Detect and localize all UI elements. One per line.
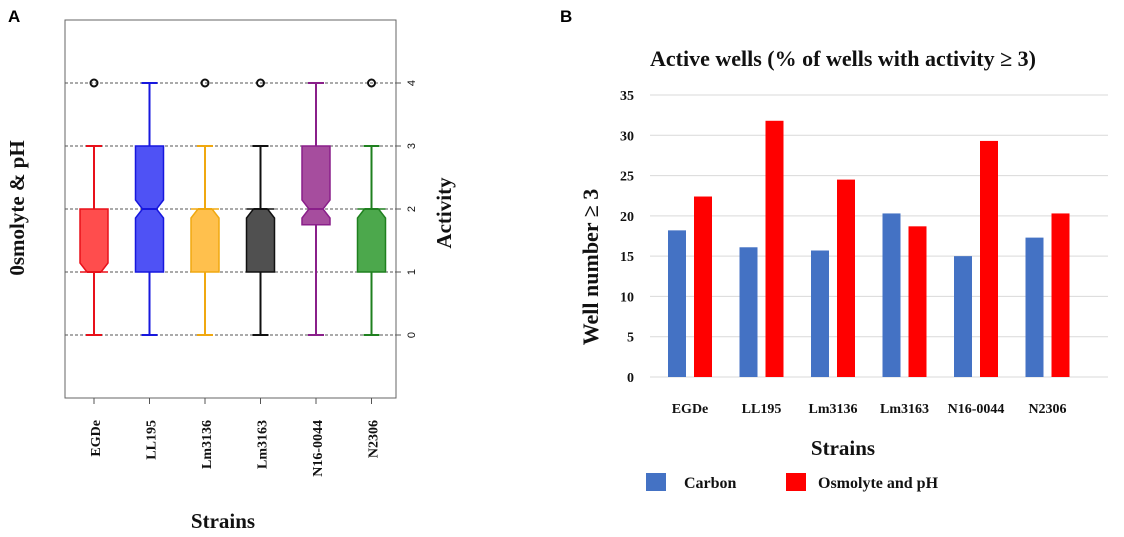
legend-swatch-osmolyte: [786, 473, 806, 491]
bar-chart: Active wells (% of wells with activity ≥…: [578, 46, 1108, 492]
boxplot-y-tick-label: 4: [406, 80, 418, 86]
boxplot-xlabel: Strains: [191, 509, 255, 533]
boxplot-boxes: [79, 78, 387, 336]
bar-carbon-n16-0044: [954, 256, 972, 377]
bar-osmolyte-and-ph-n2306: [1051, 213, 1070, 377]
bar-chart-title: Active wells (% of wells with activity ≥…: [650, 46, 1036, 71]
bar-y-tick-label: 35: [620, 89, 634, 104]
bar-x-tick-label-n2306: N2306: [1028, 402, 1066, 417]
boxplot-y-tick-label: 1: [406, 269, 418, 275]
boxplot-chart: 0 1 2 3 4 EGDe LL195 Lm3136 Lm3163 N16-0044 N2306…: [5, 19, 456, 533]
bar-carbon-n2306: [1025, 237, 1044, 377]
bar-y-tick-label: 5: [627, 331, 634, 346]
box-lm3163: [245, 78, 276, 336]
bar-y-tick-label: 0: [627, 371, 634, 386]
boxplot-y-ticks: 0 1 2 3 4: [396, 80, 418, 338]
panel-b-label: B: [560, 7, 572, 26]
panel-a-label: A: [8, 7, 20, 26]
bar-x-tick-label-n16-0044: N16-0044: [948, 402, 1005, 417]
bar-y-tick-label: 30: [620, 129, 634, 144]
boxplot-x-tick-label-egde: EGDe: [89, 420, 104, 457]
bar-x-tick-label-ll195: LL195: [742, 402, 782, 417]
bar-osmolyte-and-ph-lm3136: [837, 179, 855, 377]
boxplot-x-tick-label-ll195: LL195: [145, 420, 160, 460]
boxplot-x-tick-label-n16-0044: N16-0044: [311, 420, 326, 477]
bar-osmolyte-and-ph-egde: [694, 196, 712, 377]
box-lm3136: [190, 78, 220, 336]
boxplot-x-tick-label-n2306: N2306: [367, 420, 382, 458]
legend-label-carbon: Carbon: [684, 475, 737, 492]
box-n16-0044: [301, 82, 331, 336]
bar-xlabel: Strains: [811, 436, 875, 460]
bar-y-tick-label: 15: [620, 250, 634, 265]
box-egde: [79, 78, 109, 336]
bar-y-ticks: 0 5 10 15 20 25 30 35: [620, 89, 634, 386]
box-ll195: [134, 82, 165, 336]
bar-ylabel: Well number ≥ 3: [578, 189, 603, 346]
box-body: [301, 145, 331, 226]
bar-carbon-ll195: [739, 247, 758, 377]
boxplot-y-tick-label: 3: [406, 143, 418, 149]
boxplot-gridlines: [65, 82, 396, 336]
box-outlier: [89, 78, 99, 88]
bar-osmolyte-and-ph-lm3163: [908, 226, 927, 377]
box-outlier: [367, 78, 376, 88]
legend-label-osmolyte: Osmolyte and pH: [818, 475, 939, 492]
bar-legend: Carbon Osmolyte and pH: [646, 473, 939, 492]
bar-x-tick-label-lm3136: Lm3136: [809, 402, 858, 417]
bar-osmolyte-and-ph-ll195: [765, 120, 784, 377]
bar-y-tick-label: 20: [620, 210, 634, 225]
boxplot-y-tick-label: 0: [406, 332, 418, 338]
box-body: [245, 208, 276, 273]
legend-swatch-carbon: [646, 473, 666, 491]
bar-bars: [668, 120, 1070, 377]
bar-carbon-lm3163: [882, 213, 901, 377]
box-body: [79, 208, 109, 273]
box-outlier: [200, 78, 210, 88]
bar-carbon-lm3136: [811, 250, 829, 377]
bar-x-tick-label-lm3163: Lm3163: [880, 402, 929, 417]
box-n2306: [356, 78, 387, 336]
bar-osmolyte-and-ph-n16-0044: [980, 140, 998, 377]
boxplot-y-tick-label: 2: [406, 206, 418, 212]
boxplot-x-tick-label-lm3163: Lm3163: [256, 420, 271, 469]
bar-x-ticks: EGDe LL195 Lm3136 Lm3163 N16-0044 N2306: [672, 402, 1067, 417]
boxplot-x-tick-label-lm3136: Lm3136: [200, 420, 215, 469]
box-body: [190, 208, 220, 273]
bar-carbon-egde: [668, 230, 686, 377]
bar-x-tick-label-egde: EGDe: [672, 402, 709, 417]
box-body: [356, 208, 387, 273]
box-outlier: [256, 78, 265, 88]
boxplot-right-ylabel: Activity: [432, 177, 456, 249]
boxplot-left-ylabel: 0smolyte & pH: [5, 140, 29, 275]
bar-y-tick-label: 25: [620, 170, 634, 185]
boxplot-x-ticks: EGDe LL195 Lm3136 Lm3163 N16-0044 N2306: [89, 398, 382, 477]
bar-y-tick-label: 10: [620, 290, 634, 305]
